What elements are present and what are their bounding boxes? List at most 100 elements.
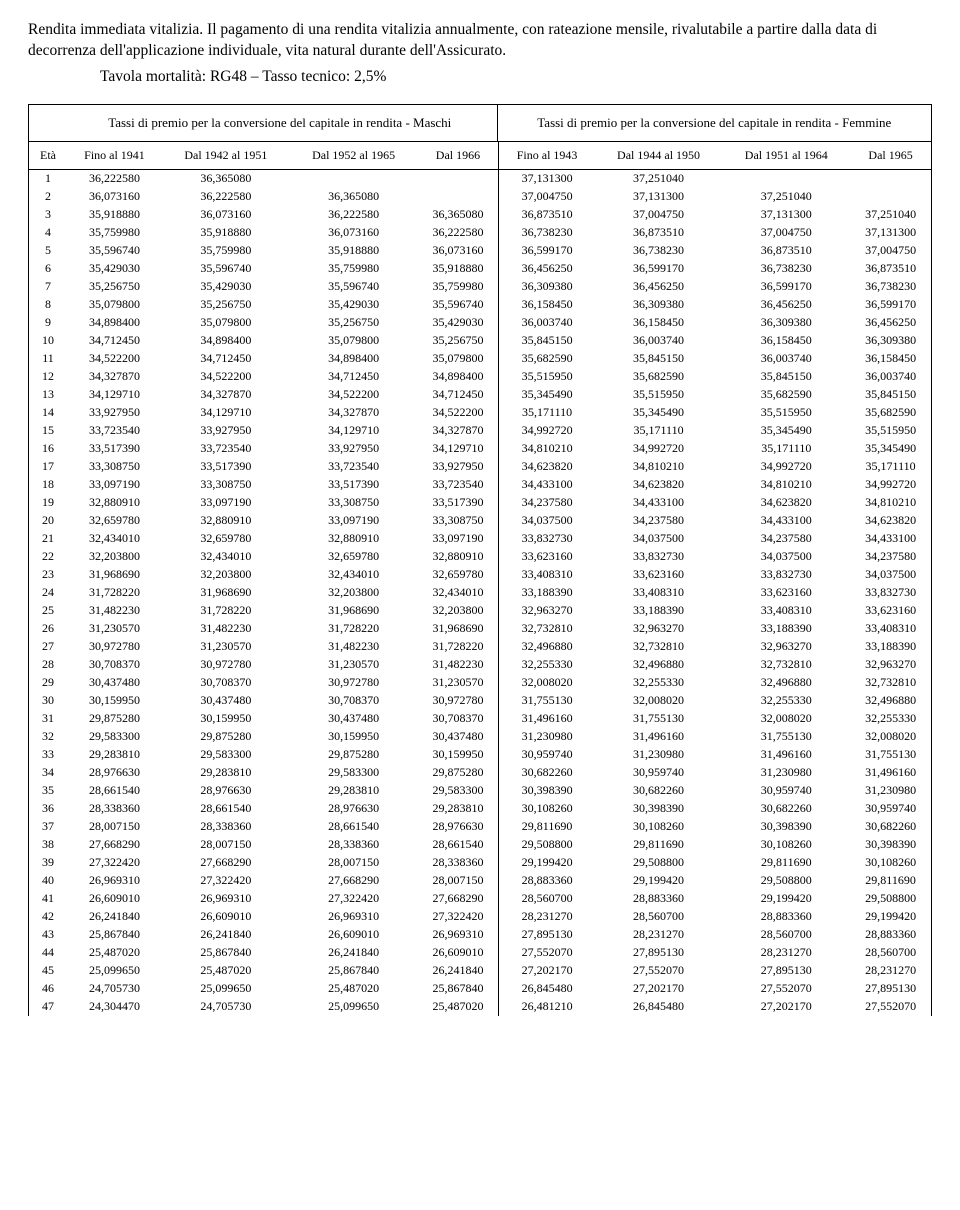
- cell-m: 32,880910: [67, 494, 162, 512]
- cell-eta: 38: [29, 836, 67, 854]
- intro-paragraph: Rendita immediata vitalizia. Il pagament…: [28, 20, 932, 62]
- cell-m: 33,517390: [417, 494, 499, 512]
- cell-f: 28,883360: [595, 890, 723, 908]
- cell-m: 28,976630: [290, 800, 418, 818]
- table-row: 3428,97663029,28381029,58330029,87528030…: [29, 764, 931, 782]
- cell-m: 34,129710: [417, 440, 499, 458]
- cell-eta: 28: [29, 656, 67, 674]
- table-row: 3129,87528030,15995030,43748030,70837031…: [29, 710, 931, 728]
- table-row: 835,07980035,25675035,42903035,59674036,…: [29, 296, 931, 314]
- cell-f: 33,623160: [595, 566, 723, 584]
- cell-eta: 46: [29, 980, 67, 998]
- cell-f: 36,738230: [499, 224, 595, 242]
- cell-f: 31,230980: [595, 746, 723, 764]
- cell-m: 36,222580: [67, 169, 162, 188]
- cell-m: 26,609010: [290, 926, 418, 944]
- cell-eta: 10: [29, 332, 67, 350]
- cell-f: 35,682590: [722, 386, 850, 404]
- cell-f: 29,199420: [850, 908, 931, 926]
- group-header-femmine: Tassi di premio per la conversione del c…: [498, 105, 932, 141]
- cell-f: 35,845150: [499, 332, 595, 350]
- cell-f: 27,895130: [722, 962, 850, 980]
- cell-m: 34,327870: [290, 404, 418, 422]
- cell-f: 33,623160: [722, 584, 850, 602]
- cell-f: 32,963270: [595, 620, 723, 638]
- cell-f: 27,552070: [595, 962, 723, 980]
- cell-m: 33,723540: [162, 440, 290, 458]
- col-f-1: Dal 1944 al 1950: [595, 142, 723, 170]
- table-row: 635,42903035,59674035,75998035,91888036,…: [29, 260, 931, 278]
- cell-m: 26,969310: [67, 872, 162, 890]
- cell-f: 35,515950: [850, 422, 931, 440]
- cell-m: 32,659780: [67, 512, 162, 530]
- cell-f: 34,623820: [595, 476, 723, 494]
- cell-f: 34,992720: [850, 476, 931, 494]
- table-row: 2830,70837030,97278031,23057031,48223032…: [29, 656, 931, 674]
- cell-m: 35,429030: [290, 296, 418, 314]
- cell-f: 36,599170: [850, 296, 931, 314]
- cell-m: 35,079800: [162, 314, 290, 332]
- cell-f: 29,811690: [595, 836, 723, 854]
- cell-m: 35,256750: [162, 296, 290, 314]
- cell-m: 26,969310: [417, 926, 499, 944]
- cell-f: 26,845480: [499, 980, 595, 998]
- cell-m: 32,203800: [417, 602, 499, 620]
- cell-f: 32,255330: [595, 674, 723, 692]
- cell-m: 35,918880: [290, 242, 418, 260]
- cell-f: 37,131300: [499, 169, 595, 188]
- cell-m: [417, 169, 499, 188]
- table-row: 3827,66829028,00715028,33836028,66154029…: [29, 836, 931, 854]
- cell-f: 31,755130: [595, 710, 723, 728]
- cell-f: 30,108260: [595, 818, 723, 836]
- cell-f: 30,398390: [595, 800, 723, 818]
- cell-m: 24,705730: [162, 998, 290, 1016]
- cell-m: 30,972780: [162, 656, 290, 674]
- cell-m: 36,365080: [290, 188, 418, 206]
- cell-m: 33,927950: [290, 440, 418, 458]
- cell-f: 28,560700: [595, 908, 723, 926]
- cell-eta: 24: [29, 584, 67, 602]
- tavola-line: Tavola mortalità: RG48 – Tasso tecnico: …: [28, 68, 932, 86]
- rate-table-wrap: Tassi di premio per la conversione del c…: [28, 104, 932, 1016]
- cell-f: 30,398390: [499, 782, 595, 800]
- cell-m: 34,712450: [162, 350, 290, 368]
- cell-m: 36,222580: [417, 224, 499, 242]
- cell-m: 29,583300: [67, 728, 162, 746]
- cell-m: 27,322420: [290, 890, 418, 908]
- table-row: 2631,23057031,48223031,72822031,96869032…: [29, 620, 931, 638]
- table-row: 2431,72822031,96869032,20380032,43401033…: [29, 584, 931, 602]
- table-row: 2331,96869032,20380032,43401032,65978033…: [29, 566, 931, 584]
- cell-f: 33,832730: [499, 530, 595, 548]
- cell-f: 29,508800: [595, 854, 723, 872]
- cell-f: 37,004750: [850, 242, 931, 260]
- cell-f: 32,963270: [499, 602, 595, 620]
- cell-f: 35,171110: [499, 404, 595, 422]
- cell-f: 32,963270: [850, 656, 931, 674]
- cell-m: 35,596740: [162, 260, 290, 278]
- cell-m: 30,437480: [417, 728, 499, 746]
- cell-m: 30,437480: [290, 710, 418, 728]
- cell-m: 25,099650: [290, 998, 418, 1016]
- cell-m: 30,159950: [290, 728, 418, 746]
- cell-f: 28,883360: [722, 908, 850, 926]
- cell-m: 30,437480: [67, 674, 162, 692]
- cell-f: 35,171110: [850, 458, 931, 476]
- cell-f: 28,560700: [850, 944, 931, 962]
- cell-f: 37,251040: [850, 206, 931, 224]
- cell-m: 32,880910: [290, 530, 418, 548]
- cell-f: 33,188390: [499, 584, 595, 602]
- cell-m: 30,708370: [290, 692, 418, 710]
- cell-m: 35,759980: [417, 278, 499, 296]
- cell-f: 35,515950: [722, 404, 850, 422]
- cell-f: 35,171110: [595, 422, 723, 440]
- cell-eta: 18: [29, 476, 67, 494]
- cell-m: 35,759980: [290, 260, 418, 278]
- cell-m: 34,898400: [290, 350, 418, 368]
- cell-eta: 45: [29, 962, 67, 980]
- table-row: 4026,96931027,32242027,66829028,00715028…: [29, 872, 931, 890]
- cell-m: 28,661540: [417, 836, 499, 854]
- cell-m: 28,661540: [162, 800, 290, 818]
- cell-f: 28,883360: [850, 926, 931, 944]
- cell-f: 35,345490: [499, 386, 595, 404]
- cell-eta: 8: [29, 296, 67, 314]
